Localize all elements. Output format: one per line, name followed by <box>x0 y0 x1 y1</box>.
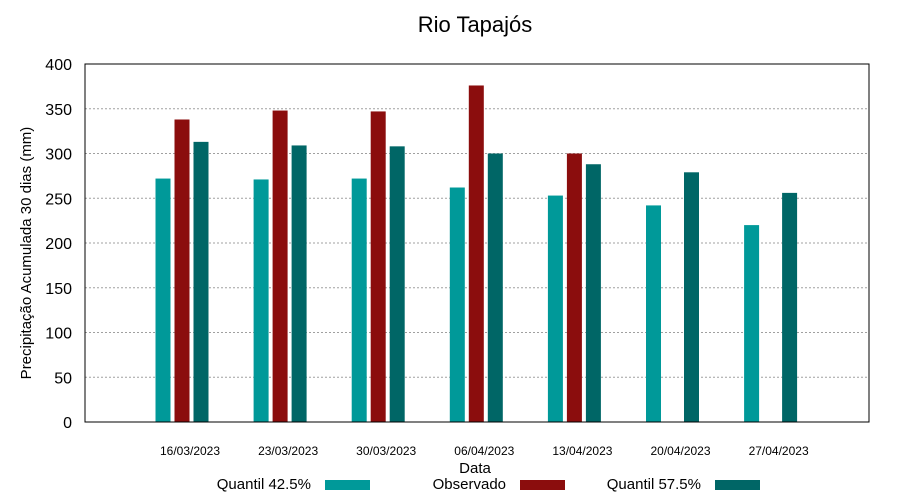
x-tick-label: 27/04/2023 <box>749 444 809 458</box>
legend-swatch <box>715 480 760 490</box>
y-tick-label: 400 <box>45 57 72 74</box>
x-tick-label: 06/04/2023 <box>454 444 514 458</box>
plot-frame <box>84 63 870 423</box>
x-tick-label: 16/03/2023 <box>160 444 220 458</box>
bar <box>487 153 503 422</box>
y-tick-labels: 0 50 100 150 200 250 300 350 400 <box>45 57 72 432</box>
bars <box>155 85 798 423</box>
legend-label: Observado <box>433 476 506 493</box>
bar <box>193 141 209 423</box>
legend-label: Quantil 42.5% <box>217 476 311 493</box>
bar <box>585 164 601 423</box>
y-tick-label: 200 <box>45 236 72 253</box>
y-tick-label: 150 <box>45 281 72 298</box>
legend-swatch <box>520 480 565 490</box>
x-axis-label: Data <box>459 460 491 477</box>
bar <box>782 192 798 422</box>
bar <box>155 178 171 422</box>
chart-title: Rio Tapajós <box>418 12 533 37</box>
y-axis-label: Precipitação Acumulada 30 dias (mm) <box>18 127 35 380</box>
bar <box>547 195 563 422</box>
bar <box>744 225 760 422</box>
bar <box>351 178 367 422</box>
bar <box>646 205 661 422</box>
y-tick-label: 50 <box>54 370 72 387</box>
y-tick-label: 100 <box>45 326 72 343</box>
bar <box>370 111 386 422</box>
bar <box>291 145 307 422</box>
legend-swatch <box>325 480 370 490</box>
y-tick-label: 300 <box>45 147 72 164</box>
bar <box>253 179 269 422</box>
bar <box>449 187 465 422</box>
x-tick-label: 13/04/2023 <box>552 444 612 458</box>
bar <box>174 119 190 423</box>
x-tick-label: 30/03/2023 <box>356 444 416 458</box>
x-tick-label: 23/03/2023 <box>258 444 318 458</box>
x-tick-label: 20/04/2023 <box>650 444 710 458</box>
x-tick-labels: 16/03/2023 23/03/2023 30/03/2023 06/04/2023… <box>160 444 809 458</box>
y-tick-label: 250 <box>45 191 72 208</box>
bar <box>468 85 484 422</box>
bar <box>566 153 582 422</box>
bar <box>684 172 699 422</box>
bar <box>272 110 288 422</box>
legend: Quantil 42.5% Observado Quantil 57.5% <box>217 476 760 493</box>
bar <box>389 146 405 422</box>
y-tick-label: 350 <box>45 102 72 119</box>
legend-label: Quantil 57.5% <box>607 476 701 493</box>
y-tick-label: 0 <box>63 415 72 432</box>
